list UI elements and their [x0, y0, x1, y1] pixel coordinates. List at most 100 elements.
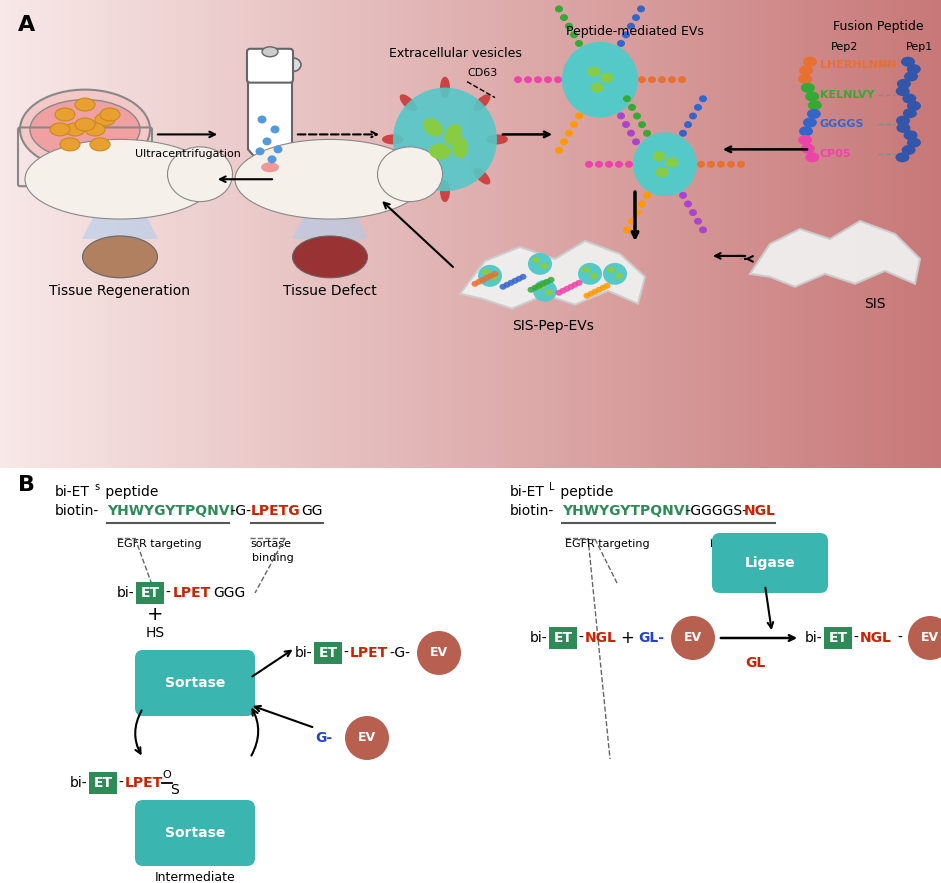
Ellipse shape — [587, 291, 595, 297]
FancyBboxPatch shape — [824, 627, 852, 649]
Ellipse shape — [896, 153, 909, 162]
Ellipse shape — [532, 285, 538, 291]
Ellipse shape — [560, 139, 568, 145]
Text: peptide: peptide — [556, 485, 614, 499]
Text: bi-: bi- — [530, 631, 548, 645]
Ellipse shape — [575, 40, 583, 47]
Ellipse shape — [540, 263, 548, 268]
Ellipse shape — [603, 283, 611, 289]
Ellipse shape — [423, 118, 443, 137]
Ellipse shape — [679, 192, 687, 199]
Ellipse shape — [583, 293, 591, 298]
Text: B: B — [18, 475, 35, 495]
Polygon shape — [82, 200, 158, 239]
Ellipse shape — [262, 47, 278, 57]
Ellipse shape — [607, 267, 615, 273]
Text: Fusion Peptide: Fusion Peptide — [833, 20, 923, 33]
Ellipse shape — [293, 236, 368, 278]
Ellipse shape — [587, 67, 600, 77]
Ellipse shape — [799, 65, 813, 75]
Ellipse shape — [560, 288, 566, 294]
Text: binding: binding — [252, 553, 294, 563]
Ellipse shape — [516, 275, 522, 282]
Ellipse shape — [417, 631, 461, 675]
Text: bi-: bi- — [70, 776, 88, 790]
Ellipse shape — [805, 153, 820, 162]
Ellipse shape — [808, 100, 821, 110]
Text: NGL: NGL — [744, 504, 776, 518]
Ellipse shape — [100, 108, 120, 121]
Ellipse shape — [75, 98, 95, 111]
Ellipse shape — [475, 279, 483, 285]
Ellipse shape — [490, 275, 498, 281]
Ellipse shape — [689, 209, 697, 216]
Ellipse shape — [617, 112, 625, 119]
Text: CD63: CD63 — [467, 68, 497, 78]
Text: bi-: bi- — [117, 586, 135, 600]
Ellipse shape — [684, 121, 692, 128]
Ellipse shape — [633, 112, 641, 119]
Ellipse shape — [167, 147, 232, 201]
Ellipse shape — [482, 268, 490, 275]
Ellipse shape — [535, 283, 543, 289]
Ellipse shape — [544, 76, 552, 83]
Ellipse shape — [30, 100, 140, 159]
Text: -G-: -G- — [230, 504, 251, 518]
Ellipse shape — [628, 218, 636, 224]
Ellipse shape — [684, 200, 692, 208]
Ellipse shape — [643, 130, 651, 137]
Ellipse shape — [570, 31, 578, 38]
Ellipse shape — [562, 42, 638, 117]
Text: EV: EV — [921, 631, 939, 645]
Ellipse shape — [600, 72, 614, 83]
Ellipse shape — [548, 276, 554, 283]
Text: Ultracentrifugation: Ultracentrifugation — [136, 149, 241, 159]
Text: -: - — [853, 631, 858, 645]
Text: s: s — [94, 482, 99, 492]
FancyBboxPatch shape — [136, 582, 164, 604]
Text: YHWYGYTPQNVI: YHWYGYTPQNVI — [107, 504, 234, 518]
Text: Pep2: Pep2 — [831, 42, 859, 52]
Ellipse shape — [503, 282, 511, 288]
Ellipse shape — [803, 117, 817, 127]
Text: +: + — [620, 629, 634, 647]
Text: L: L — [549, 482, 554, 492]
Ellipse shape — [440, 180, 450, 202]
Text: bi-ET: bi-ET — [55, 485, 90, 499]
Ellipse shape — [599, 285, 607, 291]
Text: -G-: -G- — [389, 646, 410, 660]
Ellipse shape — [533, 280, 557, 302]
Ellipse shape — [524, 76, 532, 83]
Ellipse shape — [235, 140, 425, 219]
Ellipse shape — [484, 275, 490, 281]
Ellipse shape — [907, 101, 921, 111]
Ellipse shape — [25, 140, 215, 219]
Ellipse shape — [632, 14, 640, 21]
Ellipse shape — [803, 57, 817, 67]
Ellipse shape — [615, 161, 623, 168]
Text: G-: G- — [315, 731, 332, 745]
Ellipse shape — [623, 95, 631, 102]
Ellipse shape — [55, 108, 75, 121]
Ellipse shape — [560, 14, 568, 21]
Ellipse shape — [565, 130, 573, 137]
Text: -: - — [578, 631, 582, 645]
Ellipse shape — [622, 121, 630, 128]
Ellipse shape — [668, 76, 676, 83]
Ellipse shape — [699, 226, 707, 233]
Text: biotin-: biotin- — [510, 504, 554, 518]
Ellipse shape — [805, 92, 820, 102]
Text: Peptide-mediated EVs: Peptide-mediated EVs — [566, 25, 704, 38]
Text: -: - — [118, 776, 123, 790]
Ellipse shape — [694, 104, 702, 111]
Ellipse shape — [897, 79, 911, 89]
FancyBboxPatch shape — [247, 49, 293, 83]
Ellipse shape — [500, 283, 506, 290]
Ellipse shape — [491, 271, 499, 276]
Ellipse shape — [555, 5, 563, 12]
Ellipse shape — [628, 104, 636, 111]
Ellipse shape — [400, 168, 417, 185]
FancyBboxPatch shape — [135, 800, 255, 866]
Ellipse shape — [537, 283, 545, 290]
Text: ET: ET — [828, 631, 848, 645]
